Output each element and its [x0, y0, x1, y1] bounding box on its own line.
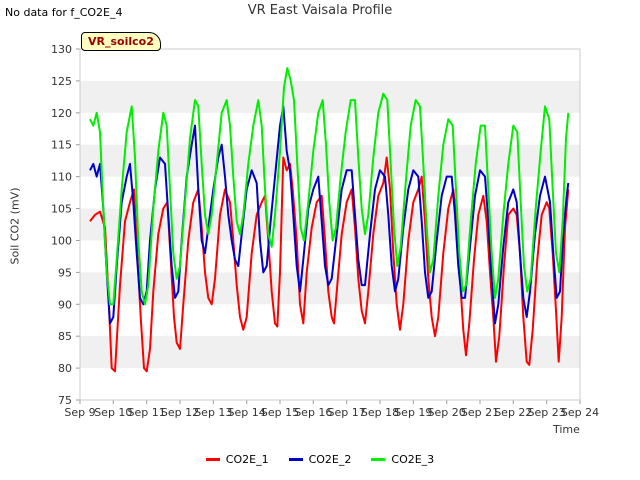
- y-tick-label: 100: [51, 234, 72, 247]
- y-tick-label: 85: [58, 330, 72, 343]
- grid-band: [80, 144, 580, 177]
- x-tick-label: Sep 22: [494, 406, 532, 419]
- x-tick-label: Sep 18: [361, 406, 399, 419]
- x-tick-label: Sep 12: [161, 406, 199, 419]
- x-tick-label: Sep 20: [428, 406, 466, 419]
- legend-label-co2e-1: CO2E_1: [225, 453, 269, 466]
- y-tick-label: 110: [51, 171, 72, 184]
- series-badge: VR_soilco2: [81, 32, 161, 51]
- x-tick-label: Sep 15: [261, 406, 299, 419]
- series-line-co2e-1: [89, 156, 570, 373]
- legend-item-co2e-1: CO2E_1: [205, 453, 269, 466]
- y-tick-label: 90: [58, 298, 72, 311]
- x-axis-label: Time: [553, 423, 580, 436]
- y-axis-label: Soil CO2 (mV): [8, 187, 22, 265]
- legend-item-co2e-3: CO2E_3: [371, 453, 434, 466]
- legend: CO2E_1 CO2E_2 CO2E_3: [0, 453, 640, 466]
- x-tick-label: Sep 17: [328, 406, 366, 419]
- y-tick-label: 75: [58, 394, 72, 407]
- legend-label-co2e-2: CO2E_2: [308, 453, 352, 466]
- legend-swatch-co2e-3: [371, 458, 386, 461]
- x-tick-label: Sep 16: [294, 406, 332, 419]
- legend-swatch-co2e-1: [205, 458, 220, 461]
- grid-band: [80, 80, 580, 113]
- chart-title: VR East Vaisala Profile: [247, 3, 393, 18]
- y-tick-label: 95: [58, 266, 72, 279]
- x-tick-label: Sep 11: [128, 406, 166, 419]
- y-tick-label: 105: [51, 203, 72, 216]
- y-tick-label: 125: [51, 75, 72, 88]
- x-tick-label: Sep 10: [94, 406, 132, 419]
- series-line-co2e-3: [89, 67, 570, 306]
- legend-swatch-co2e-2: [288, 458, 303, 461]
- y-tick-label: 80: [58, 362, 72, 375]
- x-tick-label: Sep 13: [194, 406, 232, 419]
- y-tick-label: 115: [51, 139, 72, 152]
- x-tick-label: Sep 23: [528, 406, 566, 419]
- x-tick-label: Sep 24: [561, 406, 599, 419]
- legend-item-co2e-2: CO2E_2: [288, 453, 352, 466]
- y-tick-label: 120: [51, 107, 72, 120]
- x-tick-label: Sep 19: [394, 406, 432, 419]
- x-tick-label: Sep 9: [64, 406, 95, 419]
- y-tick-label: 130: [51, 43, 72, 56]
- x-tick-label: Sep 21: [461, 406, 499, 419]
- legend-label-co2e-3: CO2E_3: [391, 453, 435, 466]
- plot-frame: [79, 48, 581, 401]
- series-line-co2e-2: [89, 105, 570, 325]
- grid-band: [80, 336, 580, 369]
- no-data-message: No data for f_CO2E_4: [5, 6, 123, 19]
- x-tick-label: Sep 14: [228, 406, 266, 419]
